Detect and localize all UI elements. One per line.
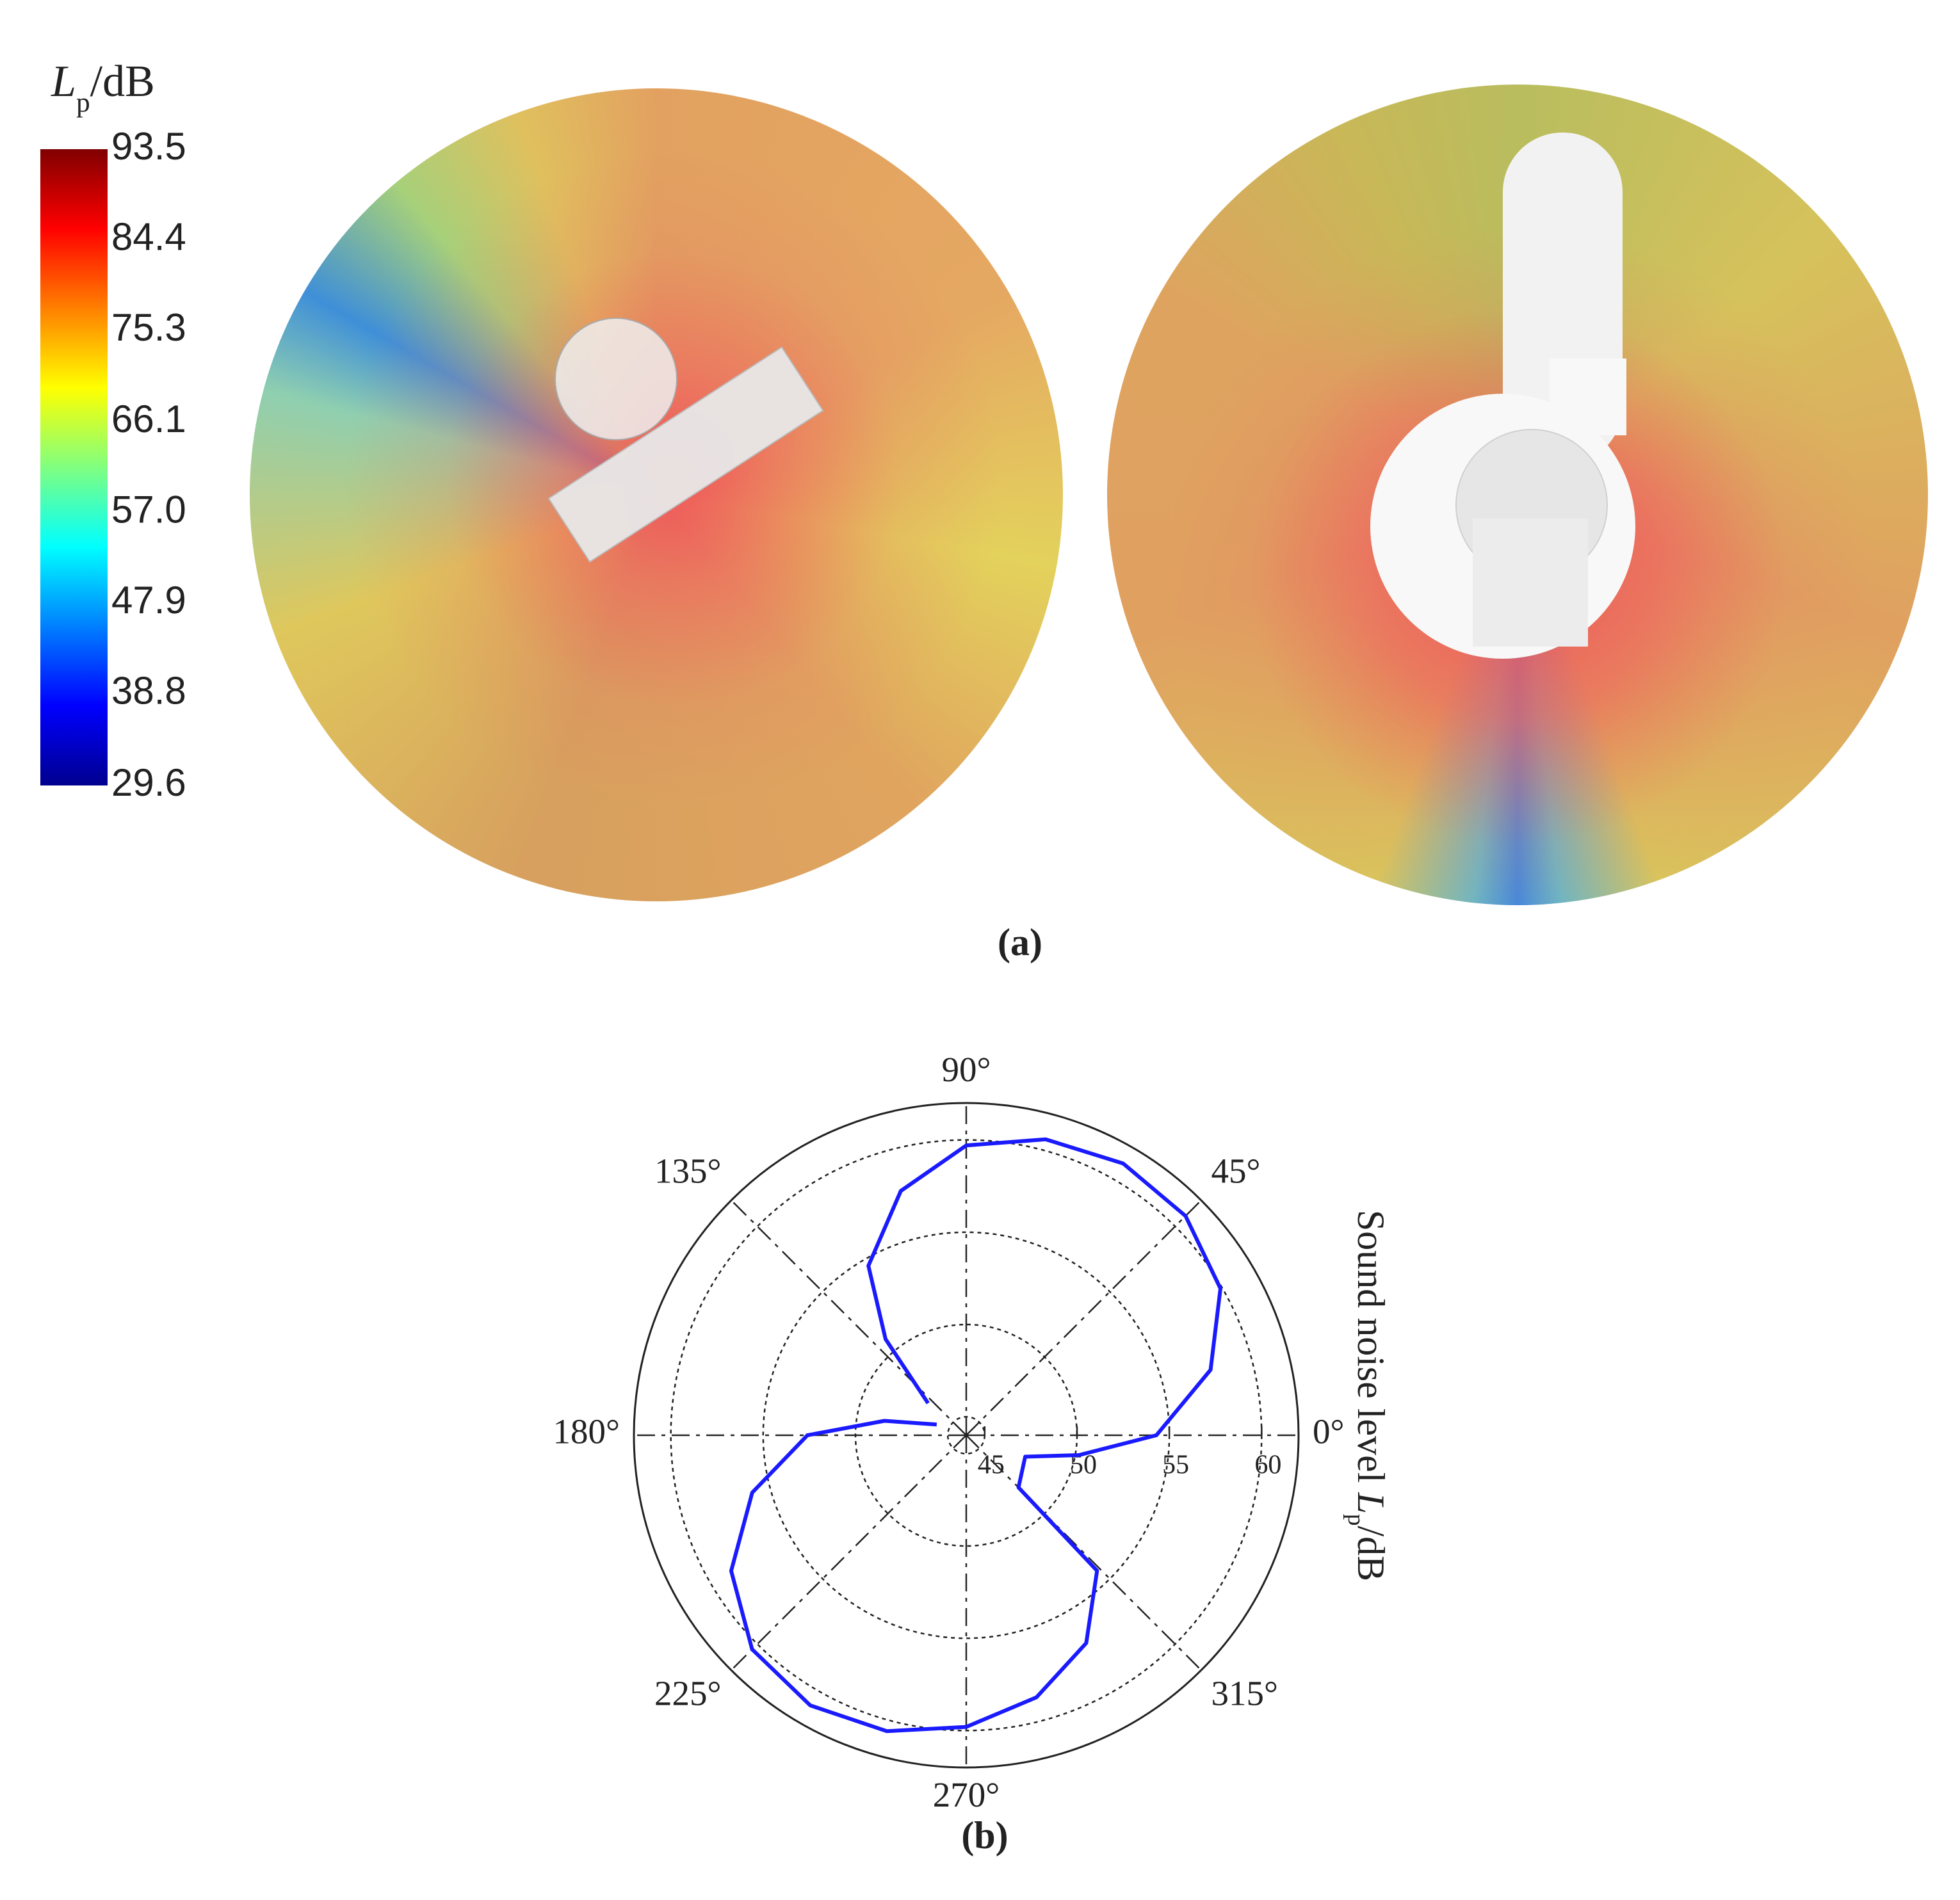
colorbar-title: Lp/dB [51, 57, 155, 118]
label-part: p [76, 87, 90, 118]
spoke [731, 1200, 967, 1436]
colorbar: Lp/dB 93.5 84.4 75.3 66.1 57.0 47.9 38.8 29.6 [40, 57, 186, 804]
label-part: /dB [90, 57, 155, 106]
colorbar-bar [40, 149, 108, 785]
spoke [966, 1200, 1202, 1436]
r-tick-label: 45 [978, 1451, 1005, 1480]
theta-tick-label: 90° [942, 1050, 991, 1089]
spoke [966, 1435, 1202, 1671]
colorbar-tick-label: 84.4 [111, 215, 186, 258]
polar-frame [633, 1102, 1300, 1769]
colorbar-tick-label: 57.0 [111, 488, 186, 531]
label-part: L [1350, 1492, 1392, 1513]
axis-label: Sound noise level Lp/dB [1343, 1210, 1392, 1581]
colorbar-tick-label: 47.9 [111, 579, 186, 622]
panel-label: (a) [998, 921, 1042, 963]
r-tick-label: 55 [1162, 1451, 1189, 1480]
theta-tick-label: 45° [1211, 1151, 1261, 1190]
theta-tick-label: 270° [933, 1775, 1000, 1814]
panel-label: (b) [961, 1814, 1008, 1856]
theta-tick-label: 180° [553, 1412, 620, 1451]
polar-chart: 45 50 55 600°45°90°135°180°225°270°315°Soun… [553, 1050, 1393, 1814]
rotor-model [547, 318, 824, 563]
spoke [731, 1435, 967, 1671]
colorbar-tick-label: 38.8 [111, 670, 186, 712]
label-part: L [51, 57, 76, 106]
label-part: /dB [1350, 1526, 1392, 1581]
r-tick-label: 60 [1254, 1451, 1281, 1480]
colorbar-tick-label: 29.6 [111, 761, 186, 804]
colorbar-tick-label: 93.5 [111, 125, 186, 168]
label-part: p [1343, 1514, 1369, 1526]
theta-tick-label: 225° [654, 1674, 722, 1713]
colorbar-tick-label: 66.1 [111, 398, 186, 440]
theta-tick-label: 135° [654, 1151, 722, 1190]
theta-tick-label: 315° [1211, 1674, 1279, 1713]
theta-tick-label: 0° [1313, 1412, 1345, 1451]
colorbar-tick-label: 75.3 [111, 306, 186, 349]
rotor-model [1370, 133, 1635, 659]
polar-line [729, 1137, 1222, 1734]
label-part: Sound noise level [1350, 1210, 1392, 1493]
